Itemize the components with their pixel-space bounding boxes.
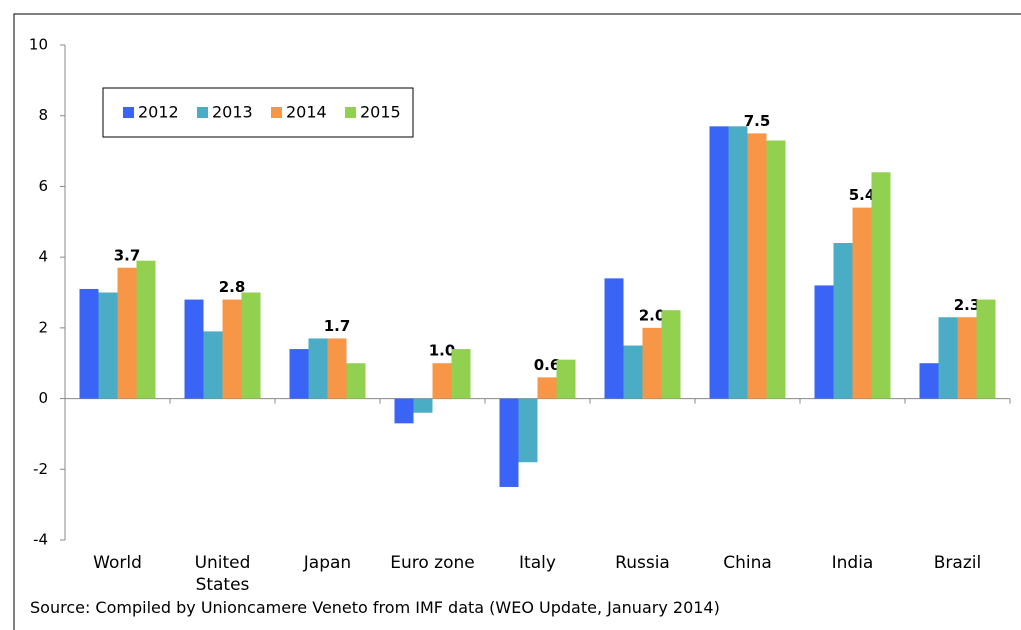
x-tick-label: China — [723, 553, 772, 573]
y-tick-label: 2 — [38, 318, 48, 336]
y-tick-label: 6 — [38, 177, 48, 195]
legend-swatch — [271, 107, 282, 118]
y-tick-label: 8 — [38, 106, 48, 124]
data-label: 2.8 — [219, 278, 246, 296]
bar — [833, 243, 853, 399]
bar — [709, 126, 729, 399]
source-note: Source: Compiled by Unioncamere Veneto f… — [30, 598, 720, 617]
bar — [203, 331, 223, 399]
bar — [289, 349, 309, 399]
data-label: 2.3 — [954, 296, 981, 314]
bar — [661, 310, 681, 399]
bar — [184, 299, 204, 399]
data-label: 3.7 — [114, 246, 141, 264]
legend-label: 2014 — [286, 103, 327, 122]
bar — [413, 398, 433, 413]
bar — [919, 363, 939, 399]
data-label: 5.4 — [849, 186, 876, 204]
bar — [938, 317, 958, 399]
legend-label: 2015 — [360, 103, 401, 122]
bar — [136, 260, 156, 399]
bar — [394, 398, 414, 424]
bar — [241, 292, 261, 399]
bar — [537, 377, 557, 399]
data-label: 1.0 — [429, 342, 456, 360]
x-tick-label: Euro zone — [390, 553, 475, 573]
bar — [117, 267, 137, 399]
data-label: 7.5 — [744, 112, 771, 130]
y-tick-label: 0 — [38, 389, 48, 407]
bar — [327, 338, 347, 399]
legend-label: 2012 — [138, 103, 179, 122]
bar — [222, 299, 242, 399]
x-tick-label: World — [93, 553, 142, 573]
data-label: 0.6 — [534, 356, 561, 374]
x-tick-label: Japan — [303, 553, 352, 573]
y-tick-label: -2 — [33, 460, 48, 478]
bar — [957, 317, 977, 399]
bar — [728, 126, 748, 399]
bar — [308, 338, 328, 399]
legend-swatch — [123, 107, 134, 118]
bar — [766, 140, 786, 399]
legend-box — [102, 87, 414, 138]
bar — [79, 288, 99, 399]
x-tick-label: United States — [194, 553, 251, 595]
bar — [98, 292, 118, 399]
bar — [556, 359, 576, 399]
x-tick-label: Russia — [615, 553, 670, 573]
bar — [747, 133, 767, 399]
bar — [623, 345, 643, 399]
legend-swatch — [197, 107, 208, 118]
legend-swatch — [345, 107, 356, 118]
y-tick-label: 10 — [29, 36, 48, 54]
bar — [499, 398, 519, 487]
x-tick-label: Brazil — [933, 553, 982, 573]
bar — [814, 285, 834, 399]
bar — [518, 398, 538, 463]
bar — [432, 363, 452, 399]
data-label: 1.7 — [324, 317, 351, 335]
bar — [976, 299, 996, 399]
x-tick-label: Italy — [519, 553, 556, 573]
bar — [604, 278, 624, 399]
y-tick-label: -4 — [33, 531, 48, 549]
chart-border — [13, 13, 1021, 630]
bar — [871, 172, 891, 399]
data-label: 2.0 — [639, 306, 666, 324]
y-tick-label: 4 — [38, 248, 48, 266]
bar — [852, 207, 872, 399]
legend-label: 2013 — [212, 103, 253, 122]
bar — [346, 363, 366, 399]
bar — [642, 327, 662, 399]
x-tick-label: India — [831, 553, 874, 573]
bar — [451, 349, 471, 399]
